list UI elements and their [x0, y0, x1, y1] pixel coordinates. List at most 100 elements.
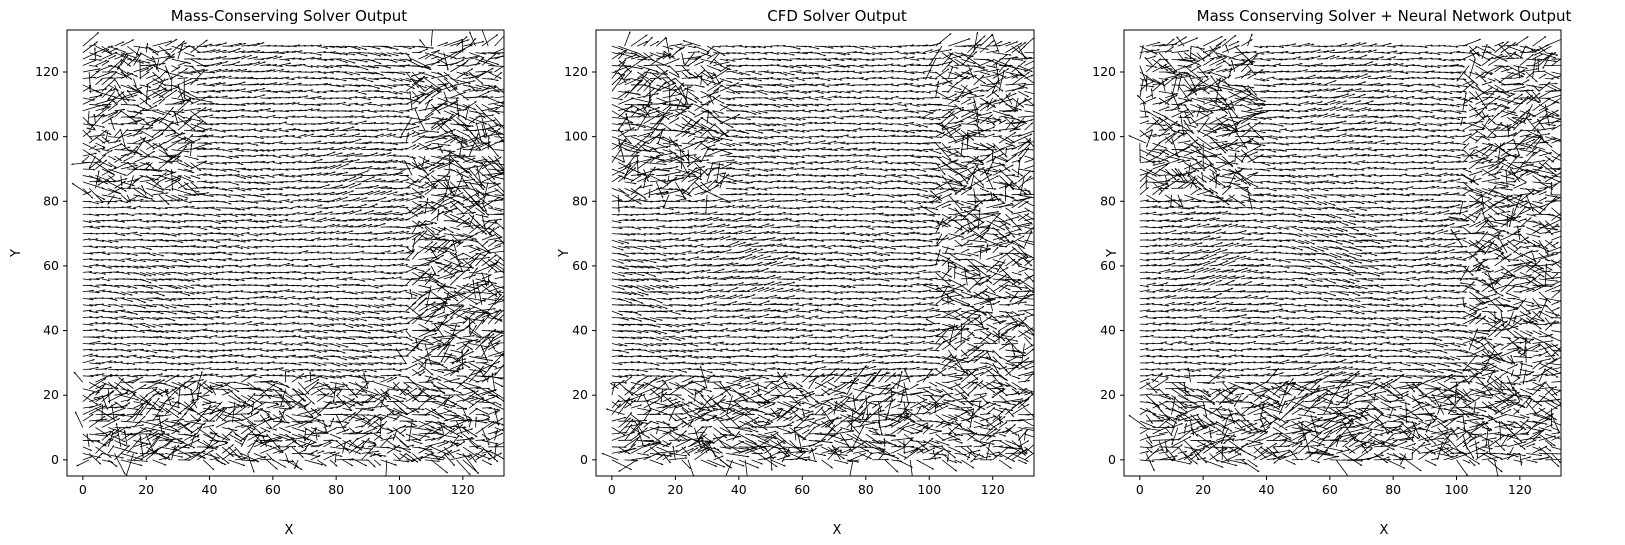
vector-arrowhead [95, 65, 98, 68]
vector-arrowhead [213, 89, 216, 92]
vector-arrow [82, 405, 102, 415]
vector-arrowhead [322, 450, 325, 453]
vector-arrow [171, 108, 184, 118]
vector-arrow [158, 297, 172, 302]
vector-arrowhead [123, 234, 126, 237]
vector-arrow [139, 272, 152, 277]
vector-arrow [139, 394, 157, 409]
vector-arrowhead [94, 304, 97, 307]
vector-arrowhead [175, 287, 178, 290]
vector-arrow [228, 459, 246, 467]
vector-arrow [76, 459, 90, 467]
chart-title: Mass-Conserving Solver Output [171, 7, 408, 25]
vector-arrow [108, 140, 122, 144]
vector-arrow [97, 175, 115, 186]
vector-arrowhead [223, 463, 227, 465]
vector-arrowhead [217, 266, 221, 269]
vector-arrowhead [157, 418, 160, 421]
vector-arrowhead [212, 424, 215, 427]
vector-arrow [152, 459, 167, 466]
vector-arrowhead [242, 308, 245, 311]
vector-arrowhead [161, 188, 164, 191]
vector-arrowhead [256, 201, 259, 204]
vector-arrowhead [150, 299, 153, 302]
vector-arrowhead [115, 317, 118, 320]
vector-arrowhead [183, 96, 186, 99]
vector-arrowhead [148, 227, 151, 230]
vector-arrowhead [148, 97, 151, 100]
vector-arrowhead [141, 318, 144, 321]
vector-arrowhead [132, 363, 136, 365]
vector-arrow [126, 145, 139, 157]
vector-arrowhead [178, 356, 181, 359]
vector-arrowhead [136, 53, 140, 56]
vector-arrowhead [186, 183, 189, 185]
vector-arrow [95, 407, 115, 420]
vector-arrowhead [169, 188, 172, 191]
vector-arrowhead [133, 246, 136, 249]
vector-arrow [88, 113, 105, 131]
vector-arrow [251, 401, 255, 416]
vector-arrow [184, 155, 199, 160]
vector-arrowhead [201, 367, 204, 370]
vector-arrowhead [171, 350, 174, 353]
vector-arrowhead [228, 195, 231, 198]
vector-arrow [190, 68, 205, 73]
vector-arrowhead [236, 311, 239, 314]
vector-arrow [317, 184, 331, 189]
vector-arrowhead [152, 146, 155, 149]
vector-arrowhead [103, 272, 106, 275]
vector-arrow [215, 442, 228, 448]
vector-arrow [171, 278, 184, 282]
vector-arrow [133, 304, 147, 309]
vector-arrowhead [118, 86, 121, 89]
vector-arrowhead [244, 167, 247, 170]
vector-arrowhead [186, 165, 189, 168]
vector-arrowhead [205, 324, 208, 326]
vector-arrow [158, 194, 170, 206]
vector-arrowhead [115, 416, 118, 418]
vector-arrowhead [238, 400, 242, 403]
vector-arrowhead [168, 337, 171, 340]
vector-arrowhead [211, 449, 214, 452]
vector-arrowhead [209, 305, 212, 308]
vector-arrowhead [88, 238, 91, 241]
vector-arrow [165, 452, 184, 458]
vector-arrow [158, 401, 180, 409]
vector-arrow [139, 304, 153, 307]
vector-arrow [88, 378, 107, 390]
vector-arrow [253, 417, 273, 428]
vector-arrowhead [261, 321, 264, 324]
vector-arrow [203, 90, 216, 92]
vector-arrowhead [148, 139, 151, 142]
vector-arrowhead [190, 409, 193, 411]
vector-arrowhead [205, 180, 208, 183]
vector-arrowhead [132, 214, 135, 217]
vector-arrowhead [118, 377, 121, 380]
vector-arrowhead [209, 273, 212, 276]
vector-arrow [203, 452, 220, 459]
vector-arrow [145, 446, 167, 459]
vector-arrow [190, 120, 204, 131]
vector-arrowhead [160, 373, 163, 376]
vector-arrow [240, 374, 255, 383]
vector-arrowhead [99, 59, 102, 61]
vector-arrowhead [185, 61, 188, 64]
vector-arrowhead [194, 71, 197, 74]
vector-arrow [145, 433, 155, 454]
vector-arrowhead [238, 417, 241, 420]
vector-arrowhead [120, 246, 123, 249]
vector-arrow [215, 60, 228, 66]
vector-arrowhead [161, 191, 164, 193]
vector-arrowhead [171, 56, 174, 59]
vector-arrow [171, 422, 191, 435]
vector-arrowhead [215, 246, 219, 249]
vector-arrowhead [215, 447, 218, 450]
vector-arrowhead [174, 154, 177, 157]
vector-arrowhead [219, 68, 222, 71]
vector-arrow [177, 119, 192, 131]
vector-arrowhead [151, 197, 154, 200]
vector-arrowhead [154, 388, 157, 391]
vector-arrow [146, 259, 160, 262]
vector-arrowhead [114, 165, 117, 168]
